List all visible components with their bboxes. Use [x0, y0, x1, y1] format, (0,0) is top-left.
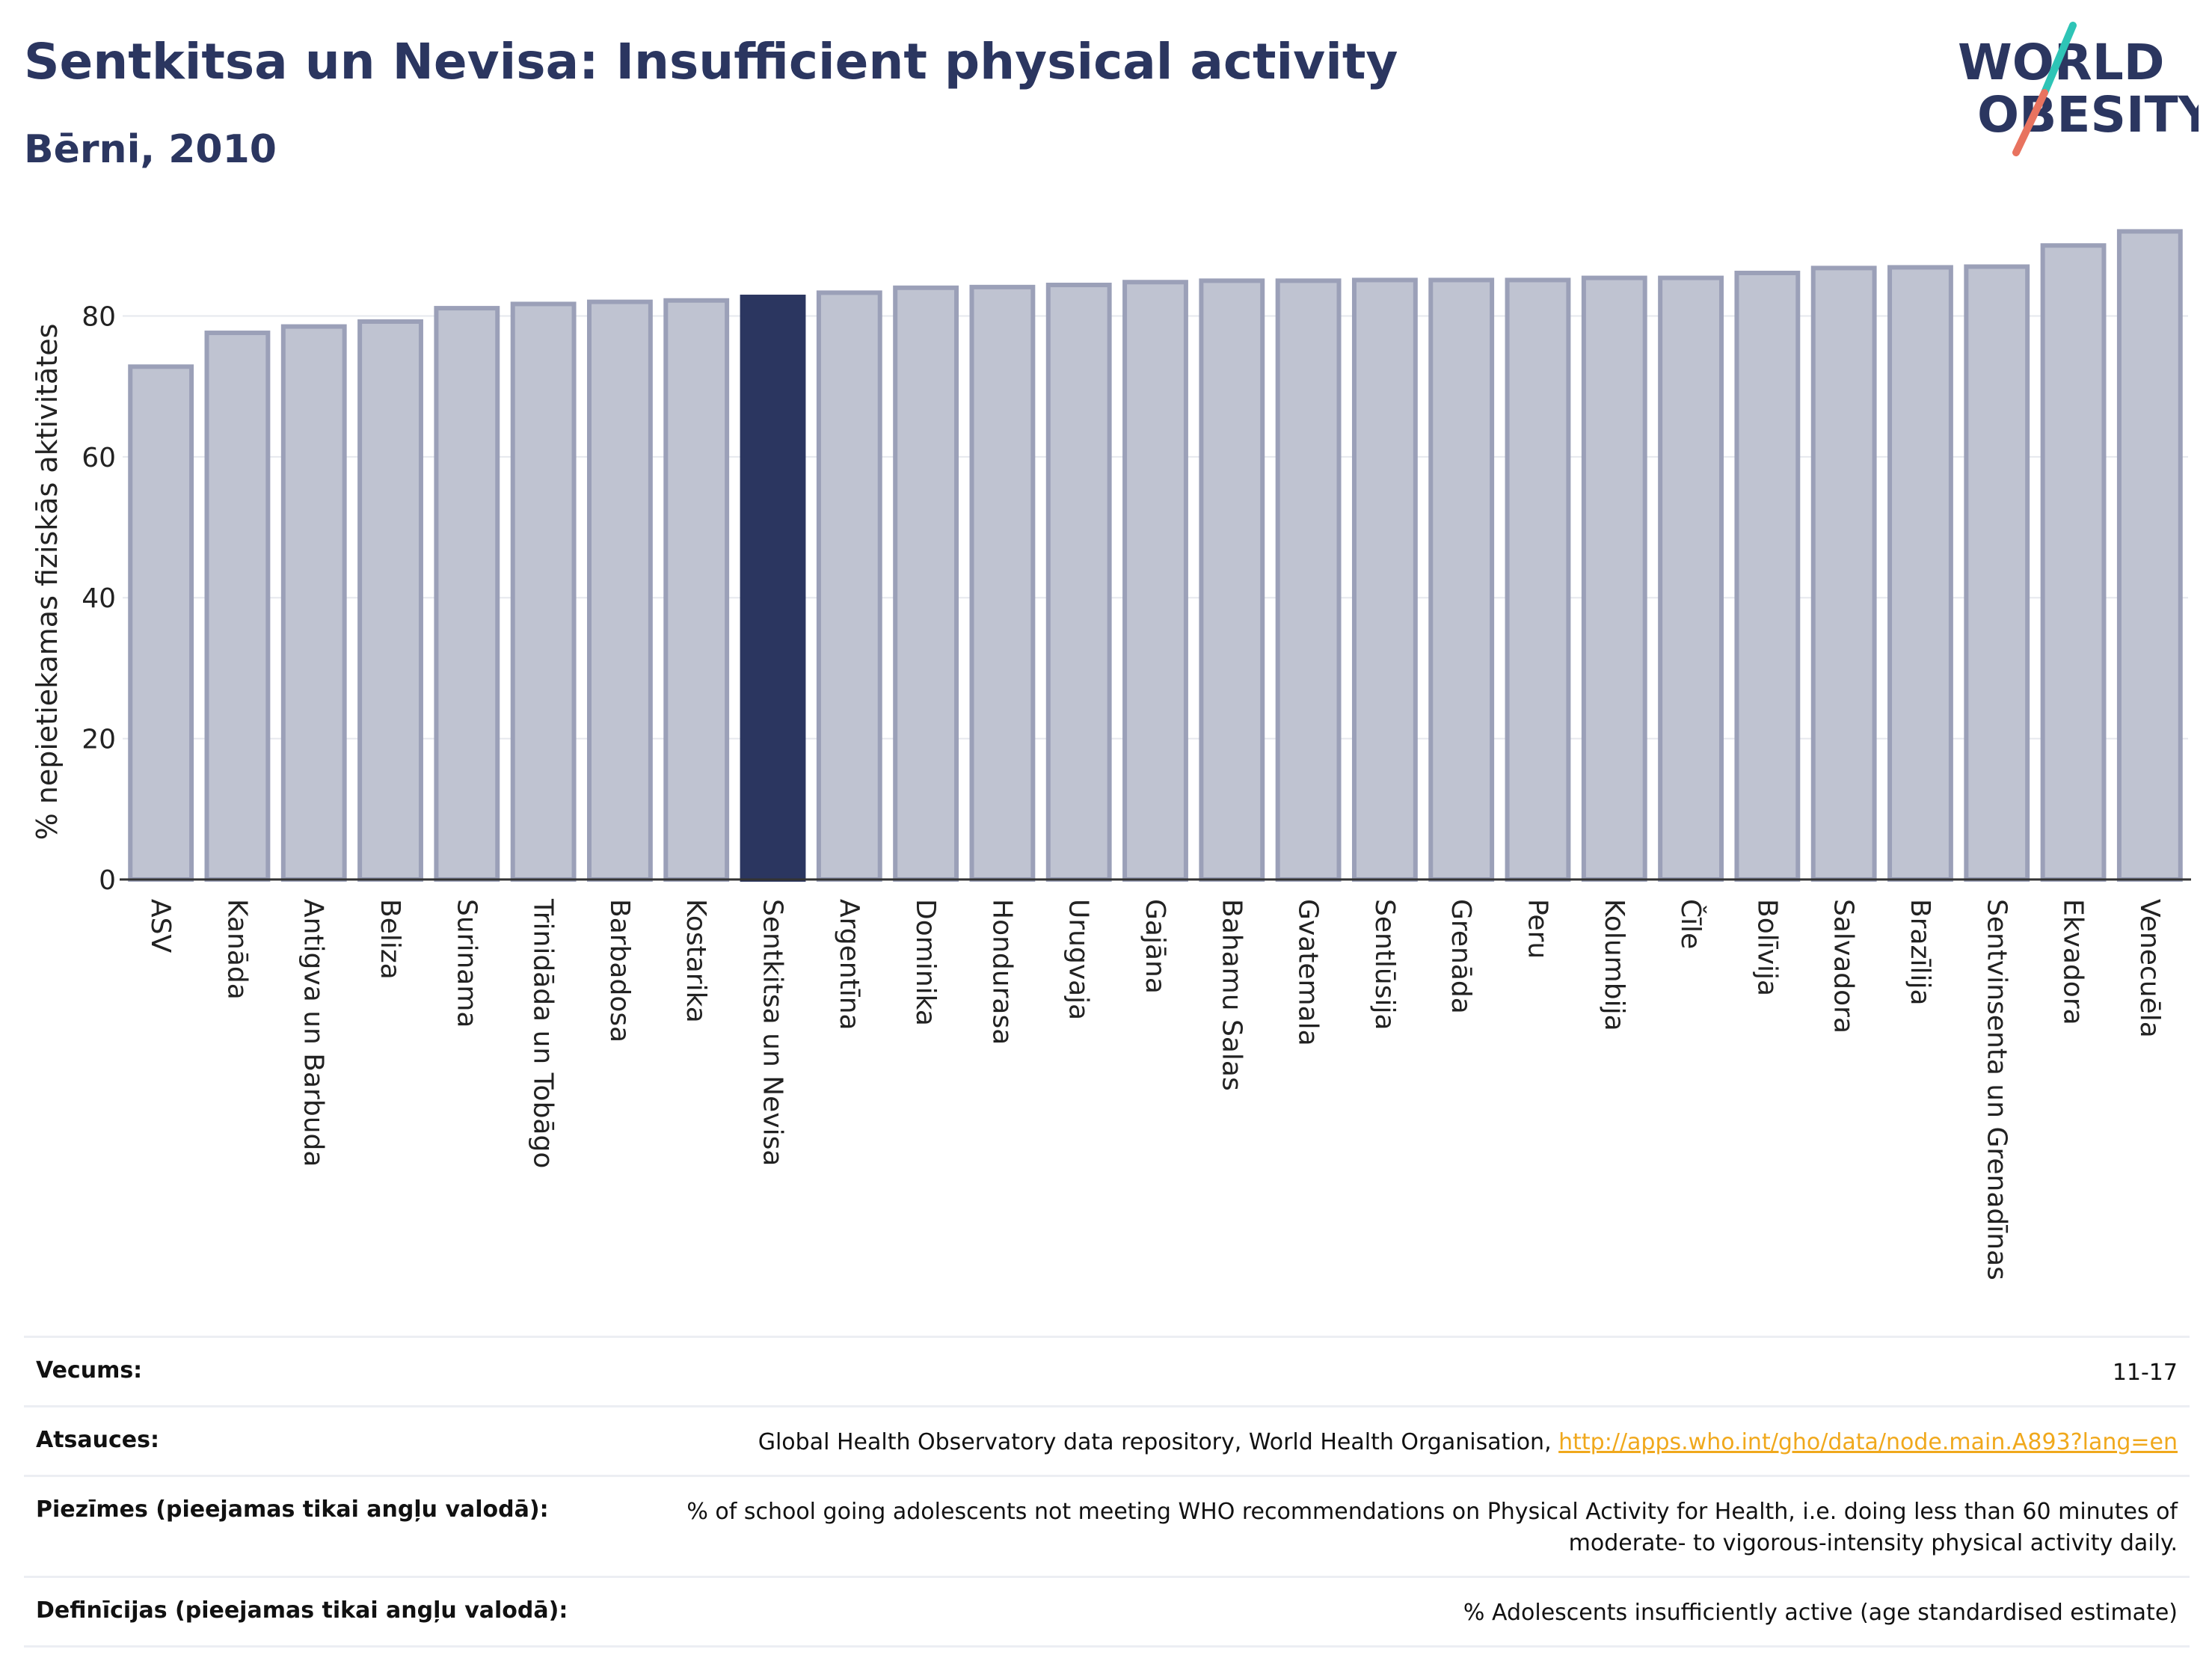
x-tick-label: Kostarika — [681, 899, 711, 1023]
bar-24[interactable] — [1964, 264, 2030, 882]
y-tick-label: 60 — [82, 443, 116, 473]
bar-8[interactable] — [740, 295, 806, 882]
bar-3[interactable] — [357, 319, 423, 882]
x-tick-label: Brazīlija — [1905, 899, 1935, 1006]
x-axis-labels: ASV Kanāda Antigva un Barbuda Beliza Surinam… — [145, 898, 2165, 1280]
bar-20[interactable] — [1658, 275, 1724, 882]
metadata-table: Vecums: 11-17 Atsauces: Global Health Obser… — [24, 1336, 2190, 1648]
bar-21[interactable] — [1734, 270, 1801, 882]
logo-slash-coral-icon — [2012, 89, 2048, 156]
bar-5[interactable] — [510, 301, 577, 882]
y-axis-label: % nepietiekamas fiziskās aktivitātes — [31, 324, 64, 841]
chart-subtitle: Bērni, 2010 — [24, 127, 277, 172]
x-tick-label: Salvadora — [1828, 899, 1859, 1034]
meta-value: % Adolescents insufficiently active (age… — [1463, 1597, 2178, 1629]
y-tick-label: 20 — [82, 725, 116, 755]
bar-22[interactable] — [1810, 265, 1877, 882]
bars — [128, 229, 2183, 882]
meta-value: Global Health Observatory data repositor… — [758, 1427, 2178, 1458]
bar-chart: 0 20 40 60 80 ASV Kanāda Antigva un Barbuda Bel… — [31, 229, 2191, 1280]
x-tick-label: Gajāna — [1140, 899, 1170, 994]
meta-row: Piezīmes (pieejamas tikai angļu valodā):… — [24, 1475, 2190, 1576]
x-tick-label: Barbadosa — [604, 899, 635, 1043]
source-link[interactable]: http://apps.who.int/gho/data/node.main.A… — [1558, 1429, 2178, 1455]
bar-1[interactable] — [204, 331, 271, 882]
meta-label: Atsauces: — [36, 1427, 159, 1453]
bar-6[interactable] — [587, 299, 653, 882]
meta-row: Atsauces: Global Health Observatory data … — [24, 1405, 2190, 1475]
x-tick-label: Gvatemala — [1293, 899, 1324, 1046]
logo-slash-teal-icon — [2041, 22, 2077, 96]
y-tick-label: 0 — [99, 865, 116, 896]
x-tick-label: Beliza — [375, 899, 405, 980]
x-tick-label: Argentīna — [834, 899, 864, 1031]
bar-23[interactable] — [1887, 265, 1953, 882]
meta-value: 11-17 — [2113, 1357, 2178, 1389]
x-tick-label: Hondurasa — [986, 899, 1017, 1045]
x-tick-label: Surinama — [451, 899, 482, 1028]
meta-value-text: Global Health Observatory data repositor… — [758, 1429, 1559, 1455]
bar-17[interactable] — [1428, 277, 1495, 882]
x-tick-label: Venecuēla — [2134, 899, 2165, 1038]
chart-title: Sentkitsa un Nevisa: Insufficient physic… — [24, 33, 1398, 90]
bar-4[interactable] — [434, 306, 500, 882]
meta-label: Vecums: — [36, 1357, 143, 1384]
world-obesity-logo: WORLD OBESITY — [1958, 22, 2199, 156]
bar-10[interactable] — [893, 285, 959, 882]
x-tick-label: Urugvaja — [1063, 899, 1094, 1020]
meta-row: Vecums: 11-17 — [24, 1336, 2190, 1405]
x-tick-label: Grenāda — [1446, 899, 1476, 1014]
x-tick-label: Trinidāda un Tobāgo — [528, 898, 559, 1168]
x-tick-label: Antigva un Barbuda — [298, 899, 329, 1167]
meta-value-text: % Adolescents insufficiently active (age… — [1463, 1600, 2178, 1626]
x-tick-label: Dominika — [910, 899, 941, 1026]
bar-19[interactable] — [1581, 275, 1647, 882]
x-tick-label: Peru — [1522, 899, 1552, 959]
bar-14[interactable] — [1199, 278, 1265, 882]
meta-value: % of school going adolescents not meetin… — [579, 1496, 2178, 1559]
bar-9[interactable] — [816, 290, 882, 882]
logo-line-2: OBESITY — [1977, 86, 2199, 144]
x-tick-label: Sentkitsa un Nevisa — [758, 899, 788, 1166]
meta-value-text: % of school going adolescents not meetin… — [686, 1499, 2178, 1556]
bar-26[interactable] — [2116, 229, 2183, 882]
x-tick-label: Čīle — [1675, 899, 1706, 949]
bar-15[interactable] — [1275, 278, 1342, 882]
bar-16[interactable] — [1351, 277, 1418, 882]
x-tick-label: ASV — [145, 899, 176, 953]
bar-12[interactable] — [1045, 283, 1112, 882]
bar-11[interactable] — [969, 284, 1036, 882]
x-tick-label: Kanāda — [221, 899, 252, 1000]
bar-2[interactable] — [280, 324, 347, 882]
x-tick-label: Ekvadora — [2058, 899, 2089, 1025]
bar-13[interactable] — [1122, 280, 1188, 882]
y-tick-label: 80 — [82, 301, 116, 332]
meta-row: Definīcijas (pieejamas tikai angļu valod… — [24, 1576, 2190, 1648]
meta-label: Piezīmes (pieejamas tikai angļu valodā): — [36, 1496, 549, 1523]
y-tick-label: 40 — [82, 583, 116, 614]
x-tick-label: Bolīvija — [1751, 899, 1782, 996]
bar-0[interactable] — [128, 364, 194, 882]
bar-25[interactable] — [2040, 243, 2107, 882]
bar-7[interactable] — [663, 298, 730, 882]
x-tick-label: Sentvinsenta un Grenadīnas — [1981, 899, 2012, 1280]
y-axis-ticks: 0 20 40 60 80 — [82, 301, 116, 896]
x-tick-label: Bahamu Salas — [1216, 899, 1247, 1091]
bar-18[interactable] — [1505, 277, 1571, 882]
x-tick-label: Kolumbija — [1599, 899, 1629, 1031]
meta-value-text: 11-17 — [2112, 1360, 2178, 1386]
x-tick-label: Sentlūsija — [1369, 899, 1400, 1031]
meta-label: Definīcijas (pieejamas tikai angļu valod… — [36, 1597, 568, 1624]
